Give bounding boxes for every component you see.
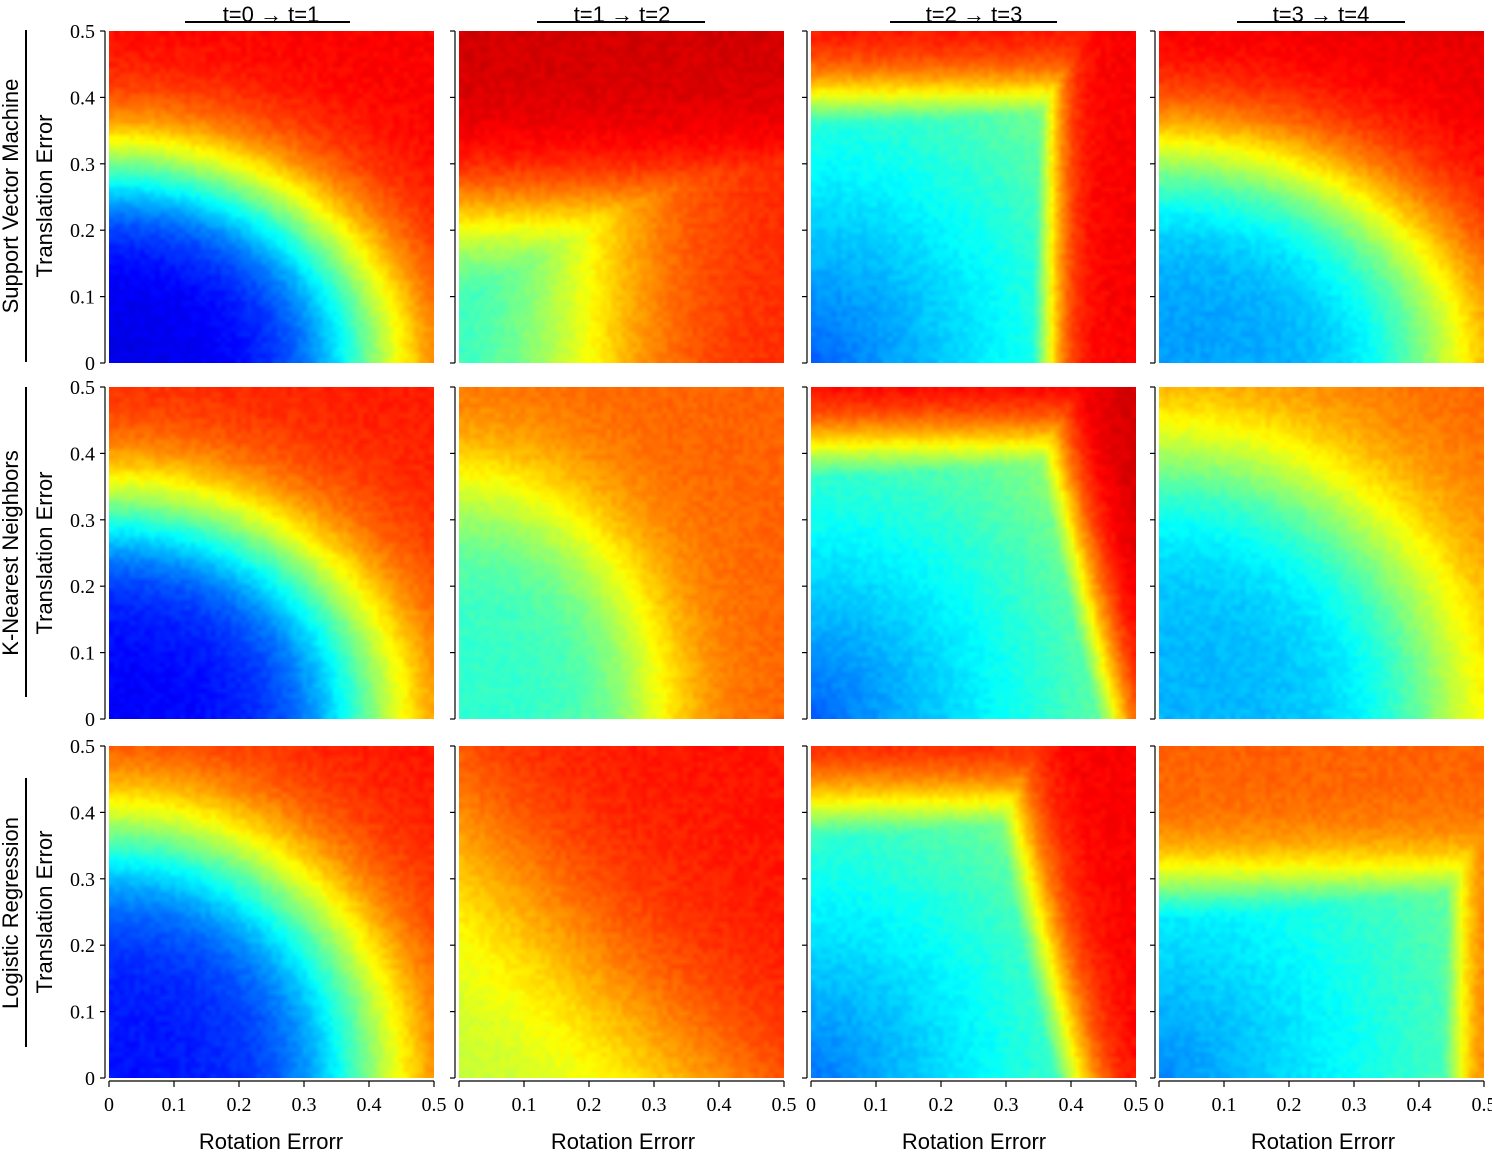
heatmap-panel-r2-c0 (109, 746, 434, 1078)
x-tick-label-c0-5: 0.5 (422, 1094, 447, 1116)
x-tick-label-c2-2: 0.2 (929, 1094, 954, 1116)
x-tick-label-c1-3: 0.3 (642, 1094, 667, 1116)
y-tick-label-r2-5: 0.5 (70, 736, 95, 758)
x-tick-label-c1-4: 0.4 (707, 1094, 732, 1116)
row-label-1: K-Nearest Neighbors (0, 450, 23, 655)
x-tick-label-c2-1: 0.1 (864, 1094, 889, 1116)
heatmap-panel-r1-c2 (811, 387, 1136, 719)
x-tick-label-c2-3: 0.3 (994, 1094, 1019, 1116)
x-tick-label-c1-1: 0.1 (512, 1094, 537, 1116)
column-title-2: t=2 → t=3 (926, 2, 1023, 27)
heatmap-panel-r2-c1 (459, 746, 784, 1078)
x-axis-title-3: Rotation Errorr (1251, 1129, 1395, 1154)
x-tick-label-c3-5: 0.5 (1472, 1094, 1492, 1116)
heatmap-panel-r0-c2 (811, 31, 1136, 363)
y-tick-label-r0-0: 0 (85, 353, 95, 375)
y-tick-label-r1-4: 0.4 (70, 443, 95, 465)
y-tick-label-r1-5: 0.5 (70, 377, 95, 399)
y-tick-label-r0-4: 0.4 (70, 87, 95, 109)
x-tick-label-c1-5: 0.5 (772, 1094, 797, 1116)
heatmap-panel-r2-c2 (811, 746, 1136, 1078)
x-tick-label-c1-0: 0 (454, 1094, 464, 1116)
x-axis-title-0: Rotation Errorr (199, 1129, 343, 1154)
x-tick-label-c0-2: 0.2 (227, 1094, 252, 1116)
heatmap-panel-r0-c3 (1159, 31, 1484, 363)
column-titles: t=0 → t=1 t=1 → t=2 t=2 → t=3 t=3 → t=4 (185, 2, 1405, 27)
column-title-0: t=0 → t=1 (223, 2, 320, 27)
y-tick-label-r1-2: 0.2 (70, 576, 95, 598)
y-tick-label-r1-3: 0.3 (70, 510, 95, 532)
heatmap-panels (109, 31, 1484, 1078)
x-tick-label-c2-5: 0.5 (1124, 1094, 1149, 1116)
y-axis-titles: Translation Error Translation Error Tran… (32, 114, 57, 993)
y-tick-label-r2-1: 0.1 (70, 1002, 95, 1024)
y-axis-title-0: Translation Error (32, 114, 57, 277)
heatmap-panel-r1-c0 (109, 387, 434, 719)
heatmap-panel-r0-c1 (459, 31, 784, 363)
y-tick-label-r2-2: 0.2 (70, 935, 95, 957)
y-tick-label-r2-3: 0.3 (70, 869, 95, 891)
x-tick-label-c3-3: 0.3 (1342, 1094, 1367, 1116)
heatmap-panel-r1-c3 (1159, 387, 1484, 719)
y-tick-label-r2-0: 0 (85, 1068, 95, 1090)
x-axis-title-2: Rotation Errorr (902, 1129, 1046, 1154)
x-tick-label-c3-2: 0.2 (1277, 1094, 1302, 1116)
x-tick-label-c3-0: 0 (1154, 1094, 1164, 1116)
y-tick-label-r0-2: 0.2 (70, 220, 95, 242)
x-tick-label-c2-0: 0 (806, 1094, 816, 1116)
x-tick-label-c2-4: 0.4 (1059, 1094, 1084, 1116)
axes: 00.10.20.30.40.500.10.20.30.40.500.10.20… (70, 21, 1492, 1116)
y-tick-label-r0-5: 0.5 (70, 21, 95, 43)
column-title-1: t=1 → t=2 (574, 2, 671, 27)
x-tick-label-c3-1: 0.1 (1212, 1094, 1237, 1116)
x-tick-label-c0-0: 0 (104, 1094, 114, 1116)
column-title-3: t=3 → t=4 (1273, 2, 1370, 27)
row-label-0: Support Vector Machine (0, 79, 23, 314)
x-tick-label-c0-3: 0.3 (292, 1094, 317, 1116)
y-tick-label-r2-4: 0.4 (70, 802, 95, 824)
y-tick-label-r0-1: 0.1 (70, 287, 95, 309)
x-tick-label-c0-4: 0.4 (357, 1094, 382, 1116)
y-tick-label-r1-0: 0 (85, 709, 95, 731)
x-axis-title-1: Rotation Errorr (551, 1129, 695, 1154)
y-tick-label-r1-1: 0.1 (70, 643, 95, 665)
heatmap-panel-r2-c3 (1159, 746, 1484, 1078)
x-tick-label-c3-4: 0.4 (1407, 1094, 1432, 1116)
x-tick-label-c1-2: 0.2 (577, 1094, 602, 1116)
y-axis-title-1: Translation Error (32, 471, 57, 634)
x-axis-titles: Rotation Errorr Rotation Errorr Rotation… (199, 1129, 1395, 1154)
heatmap-panel-r1-c1 (459, 387, 784, 719)
y-axis-title-2: Translation Error (32, 830, 57, 993)
row-label-2: Logistic Regression (0, 817, 23, 1009)
x-tick-label-c0-1: 0.1 (162, 1094, 187, 1116)
y-tick-label-r0-3: 0.3 (70, 154, 95, 176)
row-labels: Support Vector Machine K-Nearest Neighbo… (0, 30, 27, 1047)
heatmap-panel-r0-c0 (109, 31, 434, 363)
